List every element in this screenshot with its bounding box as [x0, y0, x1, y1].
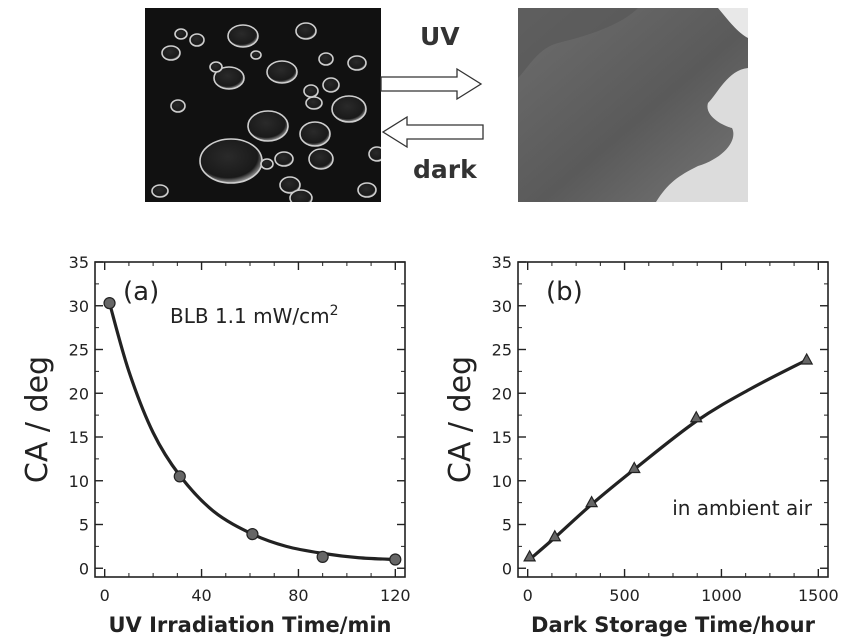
panel-label: (a): [123, 277, 159, 307]
data-point: [316, 550, 329, 563]
y-tick-label: 25: [492, 341, 512, 360]
uv-label: UV: [420, 22, 460, 51]
y-tick-label: 30: [492, 297, 512, 316]
data-point: [585, 495, 599, 508]
x-tick-label: 1000: [701, 586, 742, 605]
data-point: [103, 297, 116, 310]
x-tick-label: 0: [523, 586, 533, 605]
chart-panel-a: 0 5 10 15 20 25 30 35 0 40 80 120 UV Irradiation Tim…: [20, 253, 411, 637]
x-tick-label: 1500: [798, 586, 839, 605]
chart-panel-b: 0 5 10 15 20 25 30 35 0 500 1000 1500 Dark Storage T…: [443, 253, 839, 637]
y-tick-label: 15: [492, 428, 512, 447]
y-axis-label: CA / deg: [20, 356, 55, 483]
x-tick-label: 80: [288, 586, 308, 605]
y-tick-label: 35: [492, 253, 512, 272]
data-point: [246, 528, 259, 541]
panel-label: (b): [546, 277, 583, 307]
x-tick-label: 40: [191, 586, 211, 605]
y-axis-label: CA / deg: [443, 356, 478, 483]
right-arrow-icon: [380, 67, 483, 101]
y-tick-label: 20: [69, 384, 89, 403]
data-point: [548, 529, 562, 542]
data-point: [173, 470, 186, 483]
hydrophobic-surface-photo: [145, 8, 381, 202]
annotation-superscript: 2: [330, 303, 339, 319]
data-point: [389, 553, 402, 566]
y-tick-label: 10: [492, 472, 512, 491]
hydrophilic-surface-photo: [518, 8, 748, 202]
x-tick-label: 0: [100, 586, 110, 605]
x-axis-label: Dark Storage Time/hour: [531, 613, 816, 637]
annotation-text: BLB 1.1 mW/cm2: [170, 303, 339, 328]
y-tick-label: 35: [69, 253, 89, 272]
y-tick-label: 0: [502, 559, 512, 578]
y-tick-label: 20: [492, 384, 512, 403]
data-point: [800, 352, 814, 365]
y-tick-label: 5: [79, 516, 89, 535]
data-point: [523, 549, 537, 562]
y-tick-label: 0: [79, 559, 89, 578]
y-tick-label: 10: [69, 472, 89, 491]
data-point: [627, 461, 641, 474]
annotation-text: in ambient air: [672, 496, 813, 520]
y-tick-label: 25: [69, 341, 89, 360]
y-tick-label: 15: [69, 428, 89, 447]
y-tick-label: 30: [69, 297, 89, 316]
left-arrow-icon: [381, 115, 484, 149]
x-axis-label: UV Irradiation Time/min: [109, 613, 392, 637]
fit-curve-line: [107, 302, 396, 562]
fit-curve-line: [528, 358, 808, 561]
data-point: [689, 410, 703, 423]
y-tick-label: 5: [502, 516, 512, 535]
x-tick-label: 120: [380, 586, 411, 605]
dark-label: dark: [413, 155, 477, 184]
x-tick-label: 500: [609, 586, 640, 605]
